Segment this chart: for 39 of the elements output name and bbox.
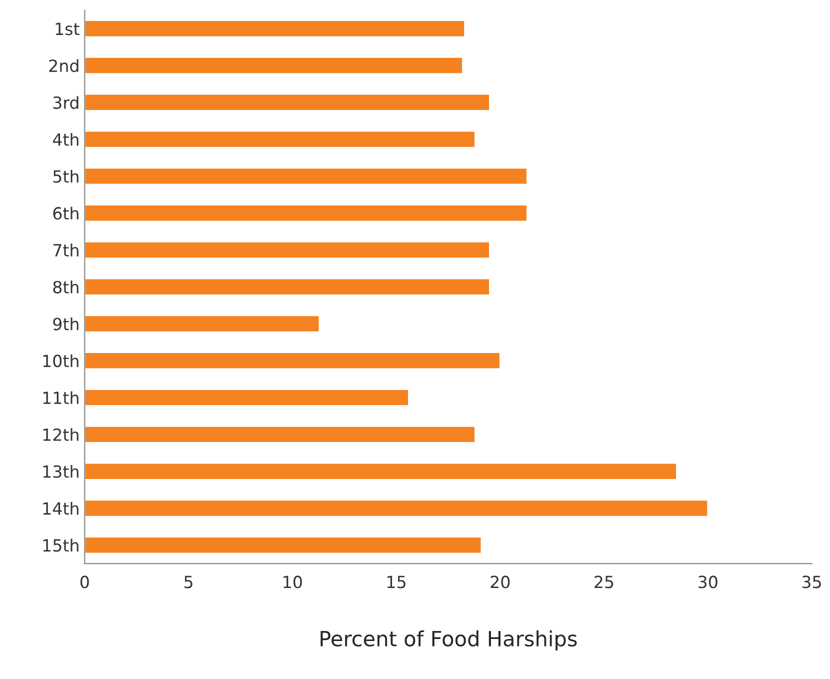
y-tick-label: 7th bbox=[53, 244, 78, 256]
y-tick-label: 8th bbox=[53, 280, 78, 294]
bar bbox=[84, 20, 466, 38]
bar bbox=[84, 352, 501, 370]
bar bbox=[84, 462, 678, 480]
x-tick-label: 30 bbox=[698, 576, 718, 588]
bar bbox=[84, 204, 528, 222]
bar bbox=[84, 388, 410, 407]
y-tick-label: 11th bbox=[43, 391, 78, 404]
y-tick-label: 13th bbox=[43, 465, 78, 478]
y-tick-label: 15th bbox=[43, 538, 78, 552]
bar bbox=[84, 536, 482, 554]
x-tick-label: 20 bbox=[490, 576, 510, 588]
y-tick-label: 1st bbox=[56, 22, 80, 36]
bar bbox=[84, 499, 709, 518]
bar bbox=[84, 314, 320, 333]
y-tick-label: 6th bbox=[53, 206, 78, 220]
y-tick-label: 2nd bbox=[49, 59, 78, 72]
bar bbox=[84, 425, 476, 444]
x-tick-label: 15 bbox=[387, 576, 406, 588]
bar bbox=[84, 240, 490, 259]
bar bbox=[84, 278, 490, 296]
bar bbox=[84, 167, 528, 186]
bar bbox=[84, 56, 464, 75]
x-tick-label: 35 bbox=[802, 576, 821, 588]
y-tick-label: 4th bbox=[52, 132, 78, 146]
x-tick-label: 25 bbox=[594, 576, 614, 588]
y-tick-label: 12th bbox=[43, 428, 78, 441]
y-tick-label: 9th bbox=[53, 317, 78, 330]
bar bbox=[84, 130, 476, 148]
bar bbox=[84, 93, 490, 112]
y-tick-label: 10th bbox=[43, 354, 78, 368]
x-tick-label: 10 bbox=[284, 576, 302, 588]
y-tick-label: 14th bbox=[43, 502, 78, 515]
x-axis-title: Percent of Food Harships bbox=[320, 630, 577, 651]
x-tick-label: 0 bbox=[80, 576, 89, 588]
x-tick-label: 5 bbox=[184, 576, 192, 588]
y-tick-label: 3rd bbox=[53, 96, 78, 109]
y-tick-label: 5th bbox=[53, 170, 78, 183]
